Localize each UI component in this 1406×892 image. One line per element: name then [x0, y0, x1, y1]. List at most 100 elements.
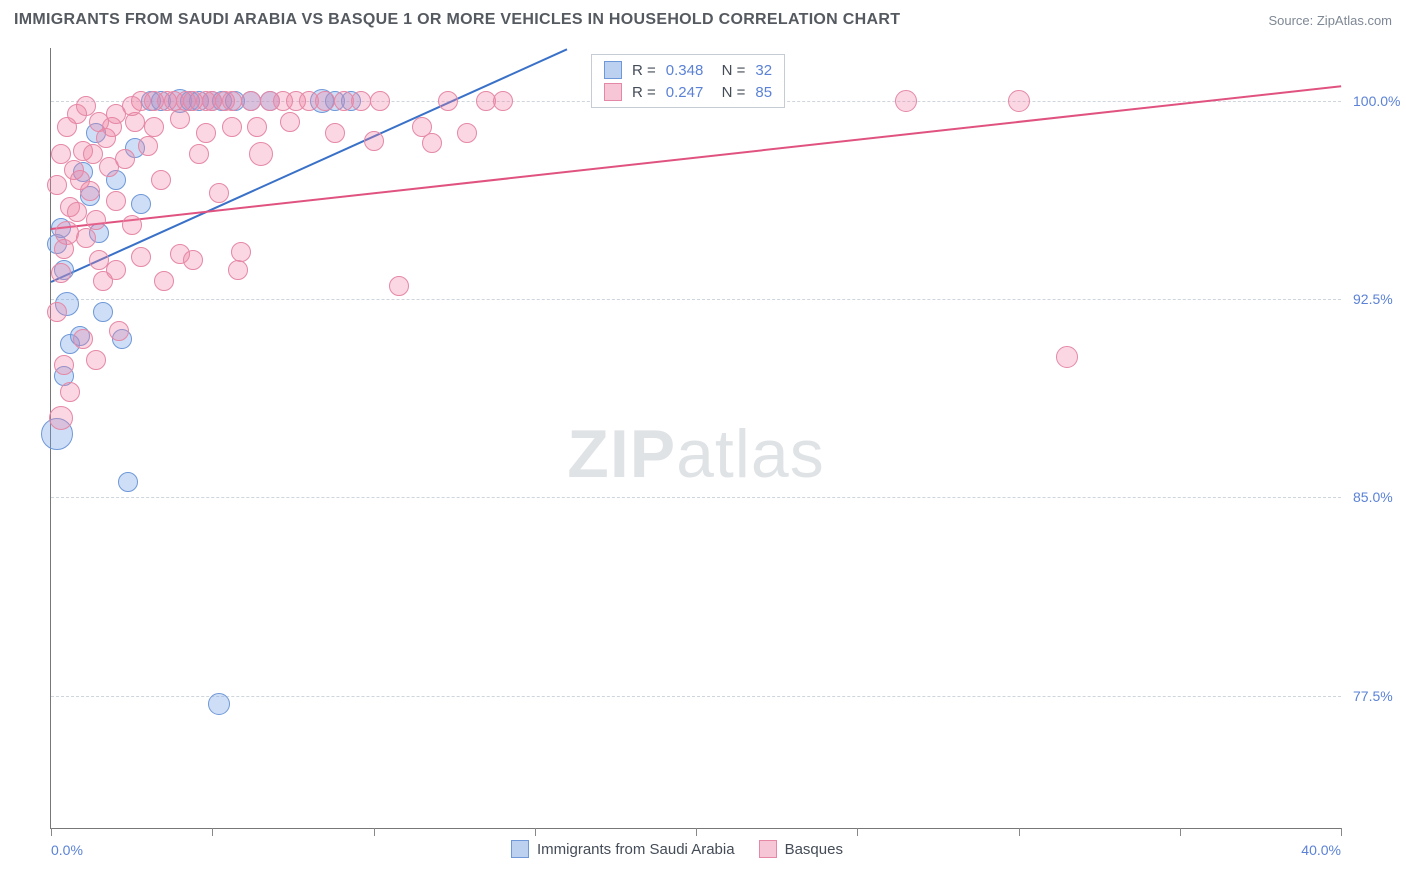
data-point-basques	[122, 96, 142, 116]
y-tick-label: 77.5%	[1353, 688, 1393, 704]
data-point-basques	[115, 149, 135, 169]
watermark-zip: ZIP	[567, 416, 676, 492]
data-point-basques	[154, 271, 174, 291]
data-point-basques	[60, 382, 80, 402]
stat-r-label: R =	[632, 84, 656, 101]
data-point-basques	[209, 183, 229, 203]
data-point-saudi	[131, 194, 151, 214]
data-point-basques	[364, 131, 384, 151]
x-tick	[374, 828, 375, 836]
data-point-basques	[422, 133, 442, 153]
title-bar: IMMIGRANTS FROM SAUDI ARABIA VS BASQUE 1…	[0, 0, 1406, 40]
chart-title: IMMIGRANTS FROM SAUDI ARABIA VS BASQUE 1…	[14, 11, 900, 29]
x-tick	[212, 828, 213, 836]
data-point-basques	[106, 260, 126, 280]
legend-item-saudi: Immigrants from Saudi Arabia	[511, 840, 735, 858]
data-point-basques	[106, 191, 126, 211]
scatter-plot: ZIPatlas 77.5%85.0%92.5%100.0%0.0%40.0%R…	[50, 48, 1341, 829]
x-tick	[857, 828, 858, 836]
x-tick	[51, 828, 52, 836]
swatch-icon	[511, 840, 529, 858]
data-point-basques	[895, 90, 917, 112]
data-point-basques	[144, 117, 164, 137]
data-point-basques	[189, 144, 209, 164]
data-point-basques	[47, 302, 67, 322]
data-point-saudi	[93, 302, 113, 322]
data-point-basques	[151, 170, 171, 190]
data-point-basques	[438, 91, 458, 111]
data-point-basques	[222, 117, 242, 137]
gridline	[51, 497, 1341, 498]
data-point-basques	[247, 117, 267, 137]
data-point-basques	[370, 91, 390, 111]
data-point-basques	[170, 109, 190, 129]
x-tick	[1180, 828, 1181, 836]
data-point-basques	[54, 355, 74, 375]
data-point-basques	[122, 215, 142, 235]
x-end-label: 40.0%	[1301, 842, 1341, 858]
data-point-basques	[457, 123, 477, 143]
data-point-basques	[1008, 90, 1030, 112]
x-tick	[535, 828, 536, 836]
legend-label: Basques	[785, 841, 843, 858]
x-tick	[1019, 828, 1020, 836]
data-point-basques	[1056, 346, 1078, 368]
data-point-basques	[183, 250, 203, 270]
data-point-basques	[49, 406, 73, 430]
data-point-basques	[351, 91, 371, 111]
gridline	[51, 696, 1341, 697]
data-point-basques	[228, 260, 248, 280]
data-point-basques	[196, 123, 216, 143]
bottom-legend: Immigrants from Saudi Arabia Basques	[511, 840, 843, 858]
data-point-basques	[249, 142, 273, 166]
swatch-icon	[604, 61, 622, 79]
data-point-basques	[325, 123, 345, 143]
data-point-basques	[109, 321, 129, 341]
x-start-label: 0.0%	[51, 842, 83, 858]
data-point-basques	[493, 91, 513, 111]
data-point-basques	[80, 181, 100, 201]
data-point-basques	[131, 247, 151, 267]
stat-n-label: N =	[713, 62, 745, 79]
x-tick	[1341, 828, 1342, 836]
data-point-basques	[47, 175, 67, 195]
legend-label: Immigrants from Saudi Arabia	[537, 841, 735, 858]
gridline	[51, 299, 1341, 300]
stat-r-value: 0.348	[666, 62, 704, 79]
swatch-icon	[759, 840, 777, 858]
stats-row-saudi: R = 0.348 N = 32	[604, 61, 772, 79]
data-point-basques	[73, 329, 93, 349]
stat-n-value: 85	[755, 84, 772, 101]
stats-box: R = 0.348 N = 32R = 0.247 N = 85	[591, 54, 785, 108]
watermark-atlas: atlas	[676, 416, 825, 492]
stat-n-value: 32	[755, 62, 772, 79]
stat-r-label: R =	[632, 62, 656, 79]
data-point-basques	[86, 210, 106, 230]
data-point-saudi	[208, 693, 230, 715]
data-point-basques	[86, 350, 106, 370]
data-point-basques	[138, 136, 158, 156]
data-point-basques	[51, 263, 71, 283]
data-point-basques	[51, 144, 71, 164]
y-tick-label: 92.5%	[1353, 291, 1393, 307]
data-point-basques	[67, 202, 87, 222]
data-point-basques	[76, 228, 96, 248]
chart-container: IMMIGRANTS FROM SAUDI ARABIA VS BASQUE 1…	[0, 0, 1406, 892]
source-label: Source: ZipAtlas.com	[1268, 13, 1392, 28]
data-point-basques	[280, 112, 300, 132]
y-tick-label: 85.0%	[1353, 489, 1393, 505]
data-point-basques	[315, 91, 335, 111]
y-tick-label: 100.0%	[1353, 93, 1400, 109]
x-tick	[696, 828, 697, 836]
data-point-saudi	[118, 472, 138, 492]
swatch-icon	[604, 83, 622, 101]
data-point-basques	[222, 91, 242, 111]
stat-r-value: 0.247	[666, 84, 704, 101]
legend-item-basques: Basques	[759, 840, 843, 858]
data-point-basques	[389, 276, 409, 296]
stat-n-label: N =	[713, 84, 745, 101]
stats-row-basques: R = 0.247 N = 85	[604, 83, 772, 101]
watermark: ZIPatlas	[567, 415, 824, 493]
data-point-basques	[231, 242, 251, 262]
data-point-basques	[241, 91, 261, 111]
